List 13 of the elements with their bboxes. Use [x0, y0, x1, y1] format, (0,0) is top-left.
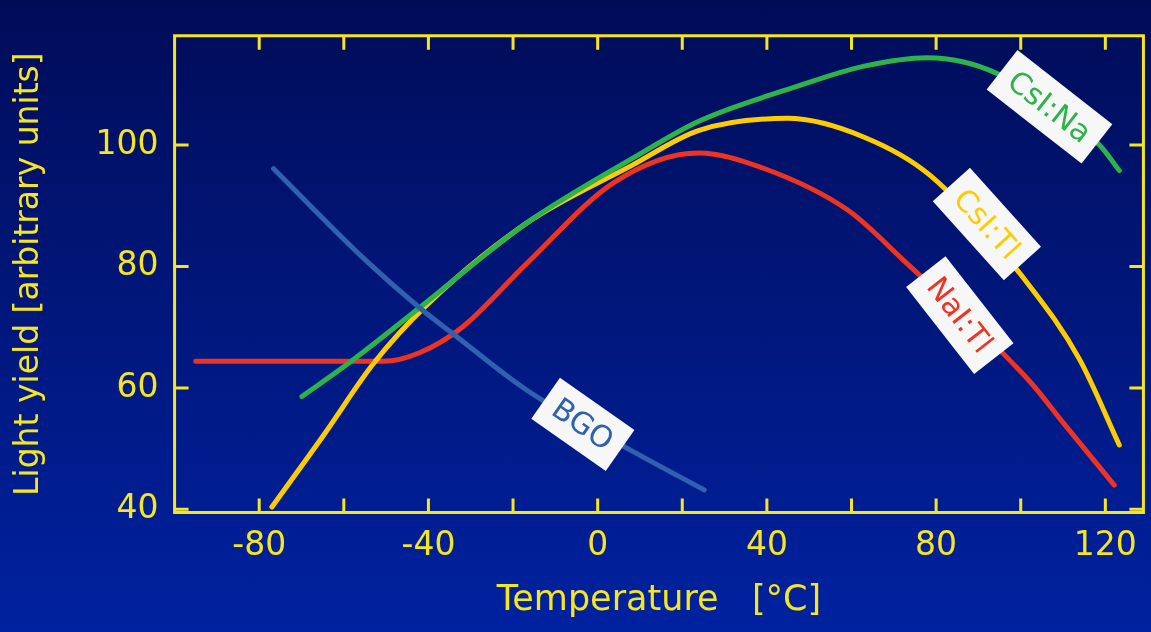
y-tick-label: 60 — [116, 365, 159, 405]
annotation: BGO — [545, 390, 621, 458]
y-tick-label: 100 — [95, 122, 159, 162]
y-axis-title: Light yield [arbitrary units] — [7, 52, 47, 496]
x-axis-title: Temperature [°C] — [495, 578, 822, 619]
y-tick-label: 80 — [116, 244, 159, 284]
y-tick-label: 40 — [116, 486, 159, 526]
x-tick-label: 80 — [915, 523, 958, 563]
x-tick-label: 120 — [1073, 523, 1137, 563]
x-tick-label: -80 — [232, 523, 287, 563]
x-tick-label: -40 — [401, 523, 456, 563]
x-tick-label: 0 — [587, 523, 609, 563]
x-tick-label: 40 — [745, 523, 788, 563]
